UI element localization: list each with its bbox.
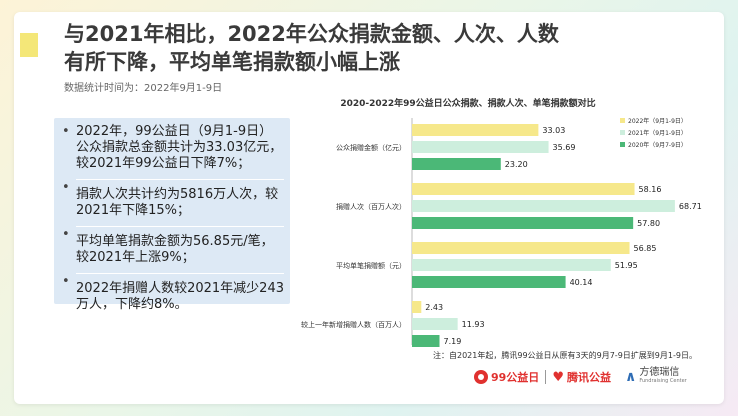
bar: [412, 200, 675, 212]
chart-note: 注：自2021年起，腾讯99公益日从原有3天的9月7-9日扩展到9月1-9日。: [433, 351, 697, 360]
data-label: 58.16: [639, 185, 662, 194]
bar: [412, 217, 634, 229]
summary-item: 平均单笔捐款金额为56.85元/笔，较2021年上涨9%；: [62, 226, 284, 273]
bar: [412, 318, 458, 330]
data-label: 57.80: [637, 219, 660, 228]
legend-label: 2022年（9月1-9日）: [628, 117, 687, 125]
data-label: 51.95: [615, 261, 638, 270]
data-label: 33.03: [542, 126, 565, 135]
summary-item: 2022年捐赠人数较2021年减少243万人，下降约8%。: [62, 273, 284, 320]
bar: [412, 242, 630, 254]
data-label: 7.19: [444, 337, 462, 346]
category-label: 平均单笔捐赠额（元）: [336, 261, 406, 270]
legend-swatch: [620, 130, 625, 135]
category-label: 公众捐赠金额（亿元）: [336, 143, 406, 152]
bar: [412, 141, 549, 153]
bar: [412, 276, 566, 288]
summary-item: 捐款人次共计约为5816万人次，较2021年下降15%；: [62, 179, 284, 226]
category-label: 捐赠人次（百万人次）: [336, 202, 406, 211]
slide-title: 与2021年相比，2022年公众捐款金额、人次、人数 有所下降，平均单笔捐款额小…: [64, 20, 664, 76]
bar: [412, 158, 501, 170]
stat-period: 数据统计时间为：2022年9月1-9日: [64, 83, 223, 94]
data-label: 68.71: [679, 202, 702, 211]
legend-swatch: [620, 118, 625, 123]
legend-label: 2021年（9月1-9日）: [628, 129, 687, 137]
data-label: 56.85: [634, 244, 657, 253]
chart-title: 2020-2022年99公益日公众捐款、捐款人次、单笔捐款额对比: [340, 97, 595, 109]
bar: [412, 124, 539, 136]
flower-icon: [474, 370, 488, 384]
data-label: 2.43: [425, 303, 443, 312]
legend-swatch: [620, 142, 625, 147]
summary-item: 2022年，99公益日（9月1-9日）公众捐款总金额共计为33.03亿元，较20…: [62, 124, 284, 179]
footer-logos: 99公益日 ♥ 腾讯公益 ∧ 方德瑞信 Fundraising Center: [474, 367, 687, 387]
title-line-2: 有所下降，平均单笔捐款额小幅上涨: [64, 50, 400, 74]
title-line-1: 与2021年相比，2022年公众捐款金额、人次、人数: [64, 22, 559, 46]
logo-divider: [545, 370, 547, 384]
summary-box: 2022年，99公益日（9月1-9日）公众捐款总金额共计为33.03亿元，较20…: [54, 118, 290, 312]
category-label: 较上一年新增捐赠人数（百万人）: [301, 320, 406, 329]
legend-label: 2020年（9月7-9日）: [628, 141, 687, 149]
fd-logo-icon: ∧: [624, 369, 637, 385]
data-label: 35.69: [553, 143, 576, 152]
logo-tencent-text: 腾讯公益: [566, 371, 611, 384]
bar: [412, 301, 422, 313]
summary-list: 2022年，99公益日（9月1-9日）公众捐款总金额共计为33.03亿元，较20…: [54, 118, 290, 320]
bar: [412, 259, 611, 271]
logo-fundraising-center: ∧ 方德瑞信 Fundraising Center: [625, 368, 687, 386]
accent-square: [20, 33, 38, 57]
logo-fd-en: Fundraising Center: [639, 378, 687, 384]
logo-99-text: 99公益日: [491, 371, 540, 384]
logo-99-charity-day: 99公益日: [474, 369, 539, 385]
logo-tencent-charity: ♥ 腾讯公益: [552, 369, 611, 385]
bar: [412, 335, 440, 347]
data-label: 40.14: [570, 278, 593, 287]
heart-icon: ♥: [552, 369, 564, 385]
bar: [412, 183, 635, 195]
data-label: 11.93: [462, 320, 485, 329]
data-label: 23.20: [505, 160, 528, 169]
logo-fd-cn: 方德瑞信: [639, 367, 680, 378]
